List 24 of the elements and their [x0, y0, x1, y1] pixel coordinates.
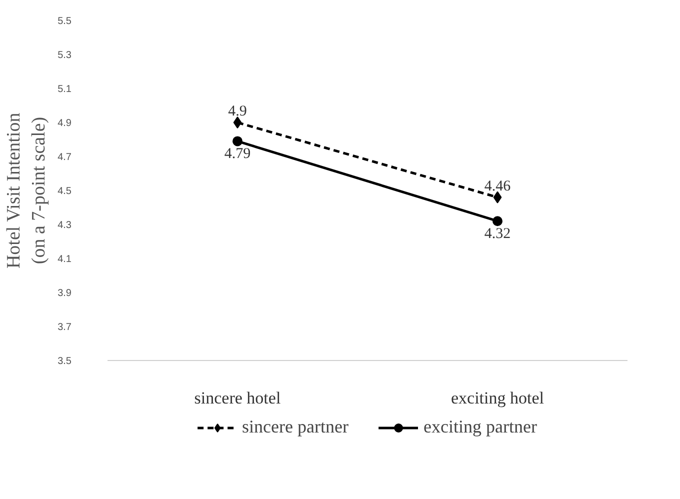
- y-tick-label: 3.9: [58, 288, 72, 299]
- data-label: 4.79: [224, 146, 251, 162]
- legend-label: exciting partner: [423, 416, 537, 438]
- x-tick-label: exciting hotel: [451, 388, 544, 408]
- legend-label: sincere partner: [242, 416, 348, 438]
- point: [493, 191, 502, 204]
- y-tick-label: 3.7: [58, 322, 72, 333]
- y-tick-label: 5.3: [58, 50, 72, 61]
- x-tick-label: sincere hotel: [194, 388, 281, 408]
- y-tick-label: 5.1: [58, 84, 72, 95]
- y-tick-label: 5.5: [58, 16, 72, 27]
- y-tick-label: 3.5: [58, 356, 72, 367]
- point: [232, 136, 242, 146]
- y-tick-label: 4.9: [58, 118, 72, 129]
- y-tick-label: 4.3: [58, 220, 72, 231]
- y-tick-label: 4.7: [58, 152, 72, 163]
- y-tick-label: 4.5: [58, 186, 72, 197]
- point: [492, 216, 502, 226]
- y-tick-label: 4.1: [58, 254, 72, 265]
- data-label: 4.32: [484, 226, 511, 242]
- point: [233, 116, 242, 128]
- data-label: 4.46: [484, 178, 512, 194]
- data-label: 4.9: [228, 104, 247, 120]
- y-axis-title: Hotel Visit Intention (on a 7-point scale): [3, 112, 50, 269]
